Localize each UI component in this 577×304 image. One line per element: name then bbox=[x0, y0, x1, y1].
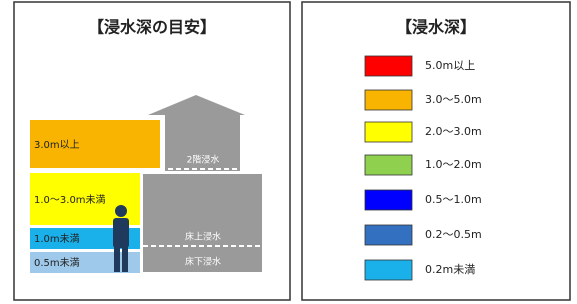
level-label: 1.0m未満 bbox=[34, 233, 80, 245]
legend-swatch bbox=[365, 225, 412, 245]
legend-swatch bbox=[365, 260, 412, 280]
level-label: 1.0～3.0m未満 bbox=[34, 194, 106, 206]
left-title: 【浸水深の目安】 bbox=[88, 18, 216, 37]
legend-swatch bbox=[365, 155, 412, 175]
legend-label: 5.0m以上 bbox=[425, 59, 475, 72]
house-label: 床上浸水 bbox=[185, 231, 221, 243]
legend-label: 2.0～3.0m bbox=[425, 125, 482, 138]
legend-swatch bbox=[365, 56, 412, 76]
legend-swatch bbox=[365, 190, 412, 210]
legend-swatch bbox=[365, 122, 412, 142]
house-label: 2階浸水 bbox=[187, 154, 220, 166]
right-panel bbox=[302, 2, 570, 300]
page: 【浸水深の目安】 【浸水深】 3.0m以上 1.0～3.0m未満 1.0m未満 … bbox=[0, 0, 577, 304]
legend-label: 0.2m未満 bbox=[425, 263, 475, 276]
right-title: 【浸水深】 bbox=[396, 18, 476, 37]
house-label: 床下浸水 bbox=[185, 256, 221, 268]
legend-label: 0.5～1.0m bbox=[425, 193, 482, 206]
legend-label: 1.0～2.0m bbox=[425, 158, 482, 171]
legend-label: 3.0～5.0m bbox=[425, 93, 482, 106]
level-label: 0.5m未満 bbox=[34, 257, 80, 269]
legend-label: 0.2～0.5m bbox=[425, 228, 482, 241]
legend-swatch bbox=[365, 90, 412, 110]
level-label: 3.0m以上 bbox=[34, 139, 80, 151]
